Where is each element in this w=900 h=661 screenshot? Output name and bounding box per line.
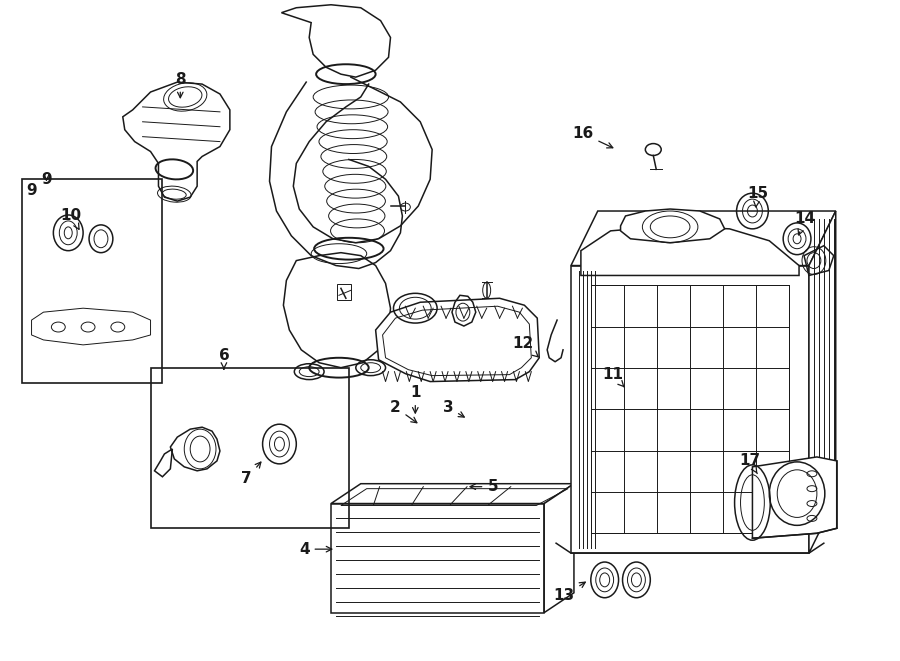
Text: 16: 16 <box>572 126 613 148</box>
Polygon shape <box>544 484 574 613</box>
Text: 1: 1 <box>410 385 420 413</box>
Text: 12: 12 <box>513 336 538 357</box>
Polygon shape <box>331 484 574 504</box>
Text: 10: 10 <box>60 208 82 229</box>
Polygon shape <box>571 266 809 553</box>
Bar <box>150 368 349 528</box>
Polygon shape <box>752 457 837 538</box>
Text: 9: 9 <box>41 172 51 187</box>
Text: 17: 17 <box>739 453 760 473</box>
Polygon shape <box>375 298 539 381</box>
Text: 4: 4 <box>299 541 332 557</box>
Polygon shape <box>580 226 799 276</box>
Text: 6: 6 <box>219 348 230 369</box>
Bar <box>590 286 789 533</box>
Polygon shape <box>809 211 836 553</box>
Text: 5: 5 <box>470 479 498 494</box>
Text: 8: 8 <box>175 71 185 98</box>
Bar <box>337 284 351 300</box>
Text: 3: 3 <box>443 400 464 417</box>
Polygon shape <box>621 209 725 243</box>
Bar <box>22 179 162 383</box>
Polygon shape <box>331 504 544 613</box>
Text: 15: 15 <box>747 186 768 207</box>
Polygon shape <box>571 211 836 266</box>
Text: 14: 14 <box>795 212 815 235</box>
Text: 9: 9 <box>27 183 37 198</box>
Text: 7: 7 <box>241 462 261 486</box>
Text: 13: 13 <box>554 582 585 603</box>
Text: 2: 2 <box>390 400 417 423</box>
Text: 11: 11 <box>602 367 625 387</box>
